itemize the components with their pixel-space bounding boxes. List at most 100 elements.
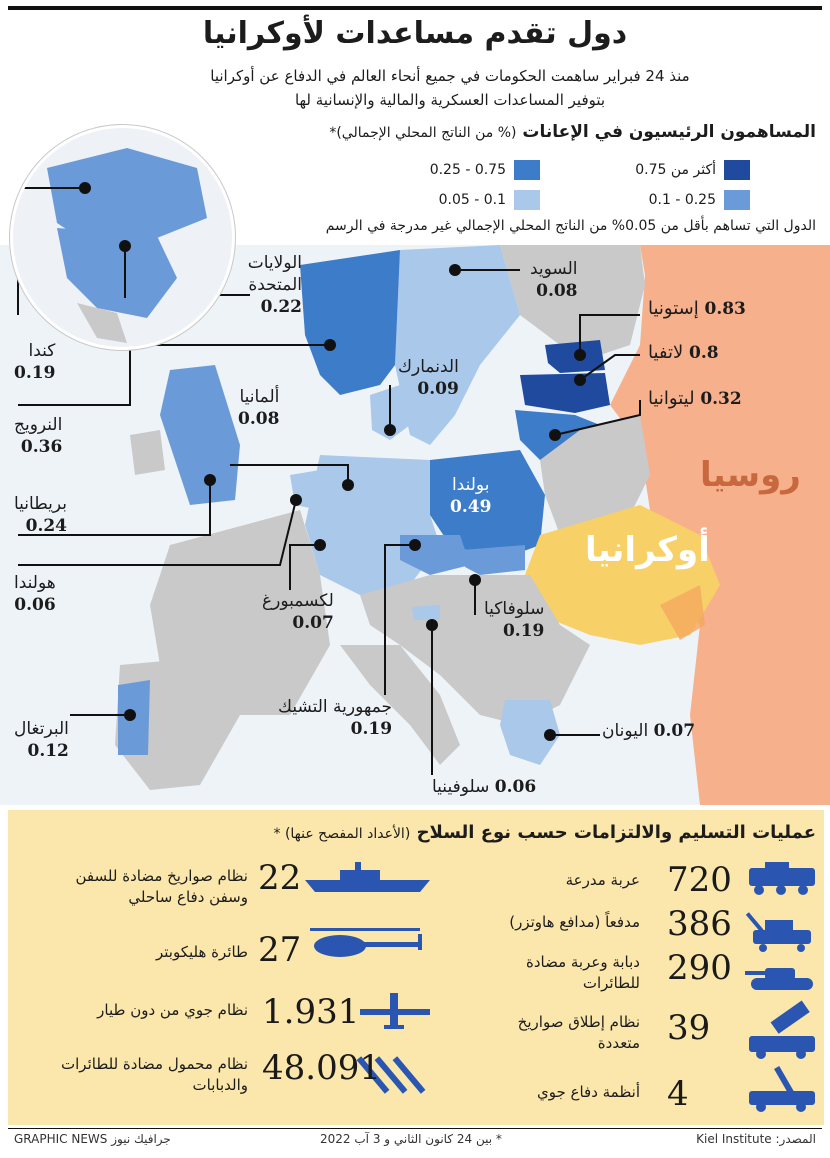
weapons-panel	[8, 810, 824, 1125]
country-value: 0.19	[502, 621, 545, 641]
country-value: 0.09	[417, 379, 459, 399]
country-name: ألمانيا	[239, 387, 280, 407]
label-usa: الولايات المتحدة 0.22	[248, 252, 302, 318]
country-value: 0.8	[689, 343, 719, 363]
legend-label: 0.75 - 0.25	[429, 162, 506, 178]
country-name: لاتفيا	[648, 342, 684, 363]
label-germany: ألمانيا 0.08	[238, 386, 279, 430]
missiles-label: نظام محمول مضادة للطائرات والدبابات	[61, 1054, 248, 1096]
right-icons	[745, 862, 815, 1112]
label-ukraine: أوكرانيا	[585, 530, 710, 570]
country-name: سلوفاكيا	[484, 599, 545, 619]
legend-note: الدول التي تساهم بأقل من 0.05% من الناتج…	[325, 218, 816, 234]
country-name: البرتغال	[14, 719, 69, 739]
air-defense-label: أنظمة دفاع جوي	[536, 1083, 640, 1101]
drone-label: نظام جوي من دون طيار	[97, 1001, 248, 1019]
finland-shape	[500, 245, 645, 355]
country-value: 0.07	[292, 613, 334, 633]
slovakia-shape	[462, 545, 525, 575]
country-name: ليتوانيا	[648, 388, 695, 409]
legend-swatch	[724, 160, 750, 180]
britain-shape	[160, 365, 240, 505]
legend-swatch	[514, 160, 540, 180]
label-netherlands: هولندا 0.06	[14, 572, 56, 616]
subtitle-line-1: منذ 24 فبراير ساهمت الحكومات في جميع أنح…	[210, 67, 690, 85]
subtitle-line-2: بتوفير المساعدات العسكرية والمالية والإن…	[294, 91, 606, 109]
poland-shape	[430, 450, 545, 560]
legend-swatch	[724, 190, 750, 210]
tank-label-1: دبابة وعربة مضادة	[525, 953, 640, 971]
north-america-globe	[10, 125, 235, 350]
label-latvia: 0.8 لاتفيا	[648, 342, 719, 364]
label-canada: كندا 0.19	[14, 340, 55, 384]
country-value: 0.06	[494, 777, 537, 797]
usa-shape	[57, 228, 177, 318]
missiles-label-1: نظام محمول مضادة للطائرات	[61, 1055, 248, 1073]
tank-label: دبابة وعربة مضادة للطائرات	[526, 952, 640, 994]
ship-count: 22	[258, 858, 302, 898]
label-norway: النرويج 0.36	[14, 414, 62, 458]
footer-source: المصدر: Kiel Institute	[696, 1132, 816, 1146]
weapons-title-text: عمليات التسليم والالتزامات حسب نوع السلا…	[416, 822, 816, 843]
country-value: 0.12	[27, 741, 69, 761]
label-denmark: الدنمارك 0.09	[398, 356, 459, 400]
missiles-count: 48.091	[262, 1048, 381, 1088]
legend-label: أكثر من 0.75	[635, 162, 716, 178]
label-britain: بريطانيا 0.24	[14, 493, 67, 537]
legend-label: 0.25 - 0.1	[648, 192, 716, 208]
country-name: كندا	[28, 341, 56, 361]
armored-vehicle-count: 720	[667, 860, 732, 900]
country-name: الدنمارك	[398, 357, 459, 377]
footer-note: * بين 24 كانون الثاني و 3 آب 2022	[320, 1132, 502, 1146]
country-value: 0.06	[14, 595, 56, 615]
country-value: 0.08	[536, 281, 578, 301]
missiles-label-2: والدبابات	[192, 1076, 248, 1094]
country-value: 0.83	[704, 299, 746, 319]
label-sweden: السويد 0.08	[530, 258, 578, 302]
country-name: النرويج	[14, 415, 63, 435]
country-name: بولندا	[451, 475, 490, 495]
slovenia-shape	[412, 605, 440, 620]
occupied-area	[660, 585, 705, 640]
country-value: 0.32	[700, 389, 742, 409]
helicopter-label: طائرة هليكوبتر	[156, 943, 248, 961]
legend-item-over-075: أكثر من 0.75	[635, 160, 750, 180]
ship-label-1: نظام صواريخ مضادة للسفن	[75, 867, 248, 885]
italy-shape	[340, 645, 460, 765]
label-poland: بولندا 0.49	[450, 474, 491, 518]
country-value: 0.24	[25, 516, 68, 536]
howitzer-count: 386	[667, 904, 732, 944]
helicopter-count: 27	[258, 930, 302, 970]
air-defense-icon	[749, 1066, 815, 1112]
sweden-shape	[395, 245, 520, 445]
label-czech: جمهورية التشيك 0.19	[278, 696, 392, 740]
label-lithuania: 0.32 ليتوانيا	[648, 388, 742, 410]
rocket-launcher-label: نظام إطلاق صواريخ متعددة	[518, 1012, 640, 1054]
mexico-shape	[77, 303, 127, 343]
leader-lines	[17, 245, 641, 775]
rocket-launcher-count: 39	[667, 1008, 711, 1048]
country-name: السويد	[530, 259, 578, 279]
weapons-title: عمليات التسليم والالتزامات حسب نوع السلا…	[274, 822, 817, 843]
footer-rule	[8, 1128, 822, 1129]
label-greece: 0.07 اليونان	[602, 720, 695, 742]
country-value: 0.08	[238, 409, 280, 429]
legend-title-text: المساهمون الرئيسيون في الإعانات	[522, 122, 816, 142]
drone-count: 1.931	[262, 992, 360, 1032]
rocket-launcher-icon	[749, 1000, 815, 1059]
ship-icon	[305, 862, 430, 892]
legend-item-005-01: 0.1 - 0.05	[439, 190, 540, 210]
europe-map	[0, 245, 830, 805]
country-value: 0.07	[653, 721, 696, 741]
missiles-icon	[356, 1056, 426, 1094]
label-slovenia: 0.06 سلوفينيا	[432, 776, 536, 798]
subtitle: منذ 24 فبراير ساهمت الحكومات في جميع أنح…	[190, 64, 710, 112]
left-icons	[305, 862, 430, 1094]
ship-label: نظام صواريخ مضادة للسفن وسفن دفاع ساحلي	[76, 866, 248, 908]
rocket-launcher-label-2: متعددة	[597, 1034, 640, 1052]
belarus-shape	[540, 415, 650, 535]
rocket-launcher-label-1: نظام إطلاق صواريخ	[517, 1013, 640, 1031]
russia-shape	[610, 245, 830, 805]
tank-icon	[745, 968, 813, 990]
tank-label-2: للطائرات	[582, 974, 640, 992]
